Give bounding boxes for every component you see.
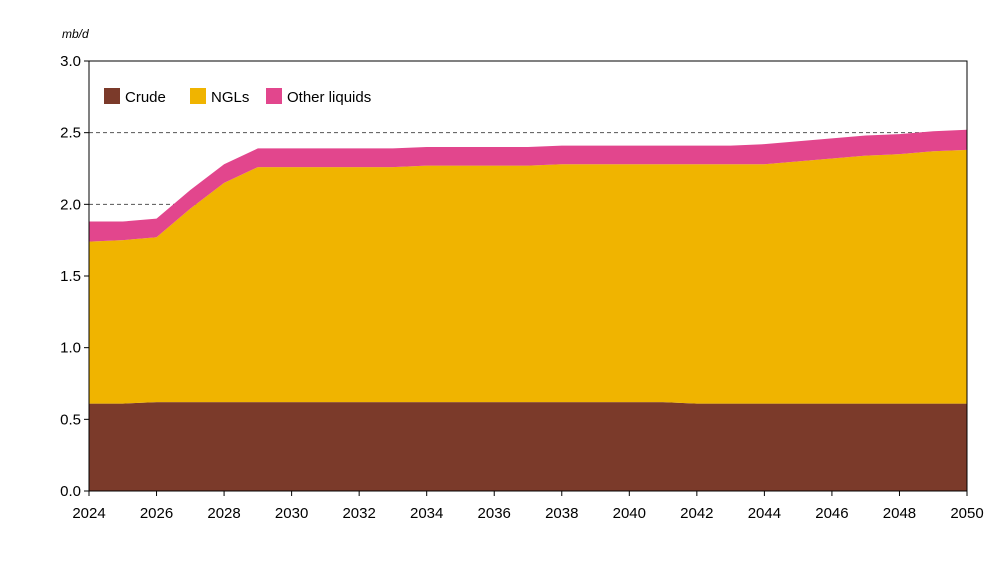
series-areas bbox=[89, 129, 967, 491]
x-tick-label: 2030 bbox=[275, 505, 308, 522]
area-other-liquids bbox=[89, 129, 967, 242]
legend-swatch-ngls bbox=[190, 88, 206, 104]
legend-label: Other liquids bbox=[287, 89, 371, 106]
x-tick-label: 2048 bbox=[883, 505, 916, 522]
y-tick-label: 1.0 bbox=[60, 340, 81, 357]
legend-swatch-other-liquids bbox=[266, 88, 282, 104]
y-tick-label: 3.0 bbox=[60, 53, 81, 70]
x-tick-label: 2038 bbox=[545, 505, 578, 522]
y-tick-label: 1.5 bbox=[60, 268, 81, 285]
legend-label: NGLs bbox=[211, 89, 249, 106]
area-ngls bbox=[89, 149, 967, 404]
legend-label: Crude bbox=[125, 89, 166, 106]
x-tick-label: 2042 bbox=[680, 505, 713, 522]
x-tick-label: 2032 bbox=[342, 505, 375, 522]
unit-label: mb/d bbox=[62, 27, 89, 41]
x-tick-label: 2024 bbox=[72, 505, 105, 522]
y-tick-label: 2.0 bbox=[60, 196, 81, 213]
y-axis: 0.0 0.5 1.0 1.5 2.0 2.5 3.0 bbox=[60, 53, 89, 500]
x-tick-label: 2050 bbox=[950, 505, 983, 522]
x-axis: 2024 2026 2028 2030 2032 2034 2036 2038 2040 2042… bbox=[72, 491, 984, 522]
y-tick-label: 0.5 bbox=[60, 411, 81, 428]
x-tick-label: 2034 bbox=[410, 505, 443, 522]
x-tick-label: 2028 bbox=[207, 505, 240, 522]
area-crude bbox=[89, 402, 967, 491]
x-tick-label: 2036 bbox=[478, 505, 511, 522]
legend-swatch-crude bbox=[104, 88, 120, 104]
x-tick-label: 2046 bbox=[815, 505, 848, 522]
x-tick-label: 2040 bbox=[613, 505, 646, 522]
x-tick-label: 2026 bbox=[140, 505, 173, 522]
x-tick-label: 2044 bbox=[748, 505, 781, 522]
y-tick-label: 0.0 bbox=[60, 483, 81, 500]
y-tick-label: 2.5 bbox=[60, 125, 81, 142]
legend: Crude NGLs Other liquids bbox=[104, 88, 371, 106]
